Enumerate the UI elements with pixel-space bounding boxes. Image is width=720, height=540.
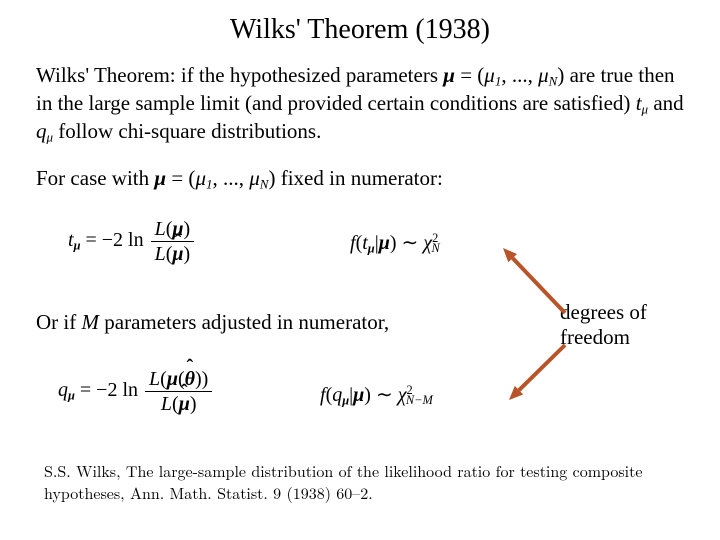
citation-text: S.S. Wilks, The large-sample distributio… — [44, 460, 664, 503]
slide: Wilks' Theorem (1938) Wilks' Theorem: if… — [0, 0, 720, 540]
